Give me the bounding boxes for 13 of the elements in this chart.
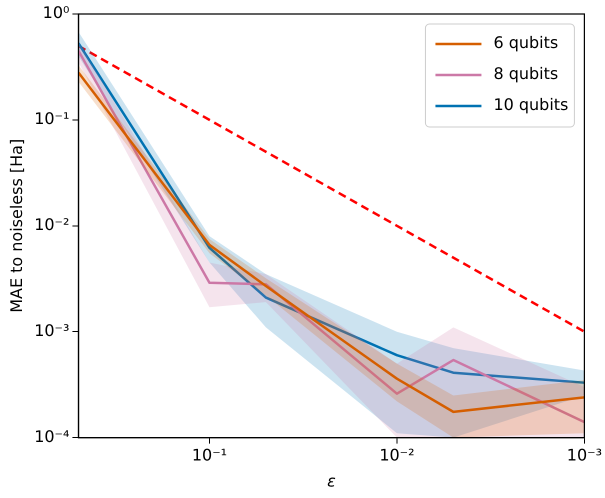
y-tick-label: 10⁻⁴: [34, 426, 70, 446]
y-tick-label: 10⁻³: [34, 320, 70, 340]
legend-label: 6 qubits: [493, 33, 558, 52]
y-tick-label: 10⁰: [42, 3, 70, 22]
x-axis-title: ε: [327, 472, 336, 491]
legend-label: 8 qubits: [493, 64, 558, 84]
y-tick-label: 10⁻¹: [34, 109, 70, 128]
x-tick-label: 10⁻²: [379, 445, 415, 464]
x-tick-label: 10⁻¹: [192, 445, 228, 464]
y-tick-label: 10⁻²: [34, 214, 70, 234]
y-axis-title: MAE to noiseless [Ha]: [6, 138, 26, 313]
x-tick-label: 10⁻³: [566, 445, 602, 464]
legend-label: 10 qubits: [493, 95, 568, 114]
